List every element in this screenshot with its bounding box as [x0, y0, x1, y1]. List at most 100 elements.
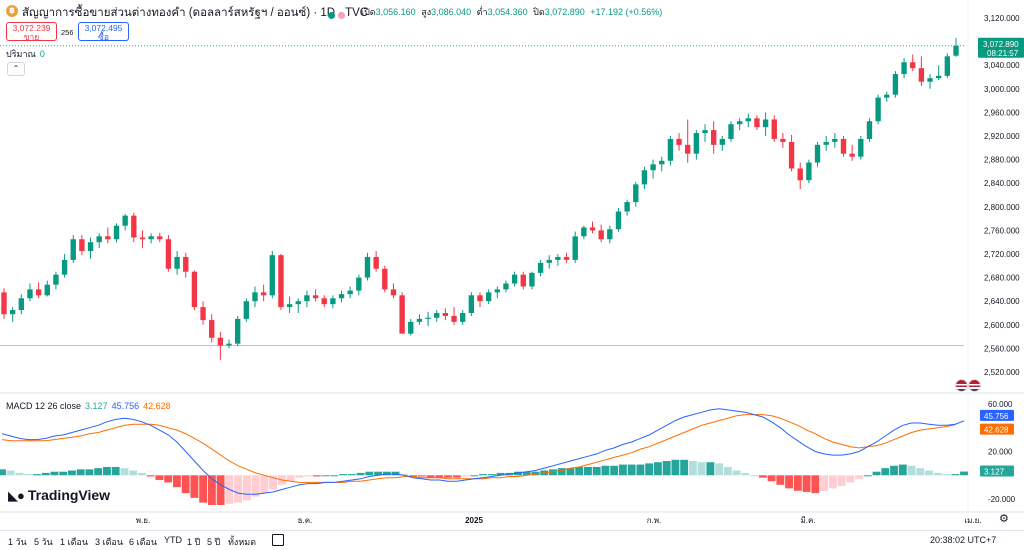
- macd-histogram-bar: [68, 470, 76, 476]
- range-ytd-button[interactable]: YTD: [164, 535, 182, 545]
- range-all-button[interactable]: ทั้งหมด: [228, 537, 257, 547]
- macd-histogram-bar: [618, 464, 627, 476]
- us-flag-icon[interactable]: [968, 379, 981, 392]
- macd-histogram-bar: [872, 471, 881, 476]
- macd-histogram-bar: [706, 462, 715, 476]
- macd-histogram-bar: [715, 463, 724, 476]
- macd-histogram-bar: [391, 471, 400, 476]
- candle-body: [234, 318, 241, 344]
- candle-body: [44, 284, 50, 296]
- range-5d-button[interactable]: 5 วัน: [34, 537, 53, 547]
- range-6m-button[interactable]: 6 เดือน: [129, 537, 157, 547]
- macd-legend[interactable]: MACD 12 26 close 3.127 45.756 42.628: [6, 401, 171, 411]
- macd-histogram-bar: [881, 468, 890, 476]
- range-1m-button[interactable]: 1 เดือน: [60, 537, 88, 547]
- macd-histogram-bar: [400, 474, 409, 476]
- macd-histogram-bar: [286, 475, 295, 482]
- macd-histogram-bar: [321, 475, 330, 477]
- macd-histogram-bar: [951, 474, 960, 476]
- macd-histogram-bar: [916, 468, 925, 476]
- macd-histogram-bar: [339, 474, 348, 476]
- collapse-legend-button[interactable]: ⌃: [7, 62, 25, 76]
- macd-histogram-bar: [785, 475, 794, 489]
- macd-tick-label: 60.000: [988, 400, 1013, 409]
- macd-histogram-bar: [260, 475, 269, 494]
- price-axis[interactable]: 3,120.0003,080.0003,040.0003,000.0002,96…: [978, 14, 1024, 504]
- calendar-icon[interactable]: [272, 534, 284, 546]
- time-tick-label: พ.ย.: [136, 516, 150, 525]
- time-tick-label: ก.พ.: [647, 516, 662, 525]
- macd-histogram-bar: [435, 475, 444, 478]
- macd-hist-value: 3.127: [85, 401, 108, 411]
- candle-body: [485, 292, 492, 302]
- grid: [0, 0, 1024, 530]
- clock-timezone[interactable]: 20:38:02 UTC+7: [930, 535, 997, 545]
- candle-body: [295, 301, 301, 305]
- candle-body: [278, 255, 284, 308]
- sell-button[interactable]: 3,072.239 ขาย: [6, 22, 57, 42]
- tradingview-logo[interactable]: ◣● TradingView: [8, 487, 110, 504]
- macd-histogram-bar: [592, 466, 601, 476]
- price-tick-label: 2,520.000: [984, 368, 1020, 377]
- macd-histogram-bar: [111, 466, 120, 476]
- macd-tick-label: -20.000: [988, 495, 1016, 504]
- candle-body: [269, 255, 275, 296]
- macd-histogram-bar: [811, 475, 820, 494]
- macd-histogram-bar: [820, 475, 829, 491]
- candle-body: [217, 337, 224, 346]
- range-5y-button[interactable]: 5 ปี: [207, 537, 221, 547]
- macd-histogram-bar: [758, 475, 767, 478]
- status-dots: [328, 6, 348, 24]
- macd-histogram-bar: [925, 470, 933, 476]
- symbol-logo-icon: ฿: [6, 5, 18, 17]
- price-tick-label: 2,600.000: [984, 321, 1020, 330]
- candle-body: [494, 289, 500, 293]
- candle-body: [624, 202, 630, 212]
- candle-body: [529, 272, 535, 287]
- macd-histogram-bar: [129, 470, 138, 476]
- macd-histogram-bar: [662, 461, 671, 476]
- macd-histogram-bar: [741, 472, 750, 476]
- candle-body: [226, 343, 232, 346]
- candle-body: [546, 259, 552, 263]
- candle-body: [356, 277, 362, 291]
- candle-body: [944, 56, 951, 76]
- candle-body: [113, 225, 120, 240]
- macd-value-tag: [980, 465, 1014, 477]
- macd-pane: [0, 408, 968, 505]
- candle-body: [840, 138, 847, 154]
- candle-body: [157, 236, 163, 240]
- candle-body: [330, 298, 336, 305]
- candle-body: [131, 215, 137, 238]
- candle-body: [659, 160, 665, 165]
- candle-body: [27, 289, 33, 299]
- candle-body: [927, 78, 933, 82]
- us-flag-icon[interactable]: [955, 379, 968, 392]
- macd-histogram-bar: [575, 466, 584, 476]
- macd-histogram-bar: [898, 464, 907, 476]
- candle-body: [460, 313, 466, 322]
- macd-histogram-bar: [723, 466, 732, 476]
- buy-button[interactable]: 3,072.495 ซื้อ: [78, 22, 129, 42]
- macd-histogram-bar: [855, 475, 863, 479]
- candle-body: [780, 138, 786, 142]
- symbol-title[interactable]: สัญญาการซื้อขายส่วนต่างทองคำ (ดอลลาร์สหร…: [22, 7, 369, 19]
- price-tick-label: 2,920.000: [984, 132, 1020, 141]
- candle-body: [304, 295, 310, 302]
- settings-gear-icon[interactable]: ⚙: [999, 513, 1009, 525]
- macd-histogram-bar: [199, 475, 208, 503]
- candle-body: [866, 121, 873, 139]
- time-tick-label: มี.ค.: [800, 516, 815, 525]
- candle-body: [858, 138, 864, 157]
- time-axis[interactable]: พ.ย. ธ.ค. 2025 ก.พ. มี.ค. เม.ย.: [136, 516, 982, 525]
- candle-body: [762, 119, 769, 128]
- macd-histogram-bar: [181, 475, 190, 494]
- volume-legend[interactable]: ปริมาณ 0: [6, 47, 45, 61]
- range-1d-button[interactable]: 1 วัน: [8, 537, 27, 547]
- macd-value-tag: [980, 423, 1014, 435]
- macd-histogram-bar: [409, 475, 417, 477]
- range-3m-button[interactable]: 3 เดือน: [95, 537, 123, 547]
- bottom-toolbar: 1 วัน 5 วัน 1 เดือน 3 เดือน 6 เดือน YTD …: [0, 530, 1024, 550]
- range-1y-button[interactable]: 1 ปี: [187, 537, 201, 547]
